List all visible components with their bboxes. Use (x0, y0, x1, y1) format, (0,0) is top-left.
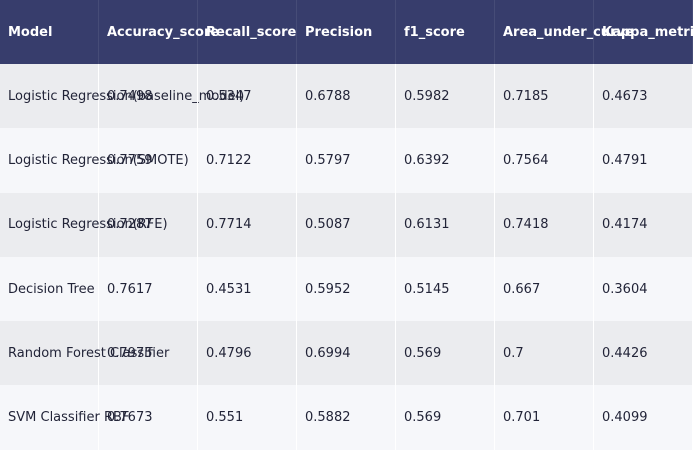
table-row: Random Forest Classifier 0.7975 0.4796 0… (0, 321, 693, 386)
cell-f1: 0.5145 (396, 256, 495, 322)
cell-model: SVM Classifier RBF (0, 385, 129, 450)
cell-f1: 0.6131 (396, 192, 495, 257)
cell-f1: 0.569 (396, 321, 495, 386)
cell-auc: 0.7564 (495, 128, 594, 193)
table-row: Decision Tree 0.7617 0.4531 0.5952 0.514… (0, 256, 693, 322)
cell-accuracy: 0.7498 (99, 64, 198, 129)
cell-kappa: 0.4099 (594, 385, 693, 450)
table-header-row: Model Accuracy_score Recall_score Precis… (0, 0, 700, 64)
cell-model: Decision Tree (0, 256, 99, 322)
cell-precision: 0.5087 (297, 192, 396, 257)
cell-recall: 0.7122 (198, 128, 297, 193)
cell-recall: 0.4531 (198, 256, 297, 322)
header-precision[interactable]: Precision (297, 0, 396, 64)
table-row: Logistic Regression(SMOTE) 0.7759 0.7122… (0, 128, 693, 193)
cell-accuracy: 0.7759 (99, 128, 198, 193)
cell-precision: 0.6788 (297, 64, 396, 129)
cell-accuracy: 0.7287 (99, 192, 198, 257)
cell-precision: 0.6994 (297, 321, 396, 386)
header-auc[interactable]: Area_under_curve (495, 0, 634, 64)
cell-auc: 0.7185 (495, 64, 594, 129)
table-row: Logistic Regression(RFE) 0.7287 0.7714 0… (0, 192, 693, 257)
header-accuracy[interactable]: Accuracy_score (99, 0, 219, 64)
cell-kappa: 0.4673 (594, 64, 693, 129)
cell-precision: 0.5797 (297, 128, 396, 193)
cell-model: Logistic Regression(baseline_model) (0, 64, 244, 129)
cell-auc: 0.667 (495, 256, 594, 322)
header-kappa[interactable]: Kappa_metric (594, 0, 700, 64)
cell-f1: 0.5982 (396, 64, 495, 129)
cell-f1: 0.569 (396, 385, 495, 450)
cell-auc: 0.7 (495, 321, 594, 386)
cell-model: Logistic Regression(SMOTE) (0, 128, 189, 193)
cell-kappa: 0.4174 (594, 192, 693, 257)
cell-kappa: 0.4791 (594, 128, 693, 193)
cell-accuracy: 0.7673 (99, 385, 198, 450)
cell-model: Random Forest Classifier (0, 321, 169, 386)
header-recall[interactable]: Recall_score (198, 0, 297, 64)
cell-recall: 0.7714 (198, 192, 297, 257)
cell-precision: 0.5882 (297, 385, 396, 450)
header-f1[interactable]: f1_score (396, 0, 495, 64)
cell-f1: 0.6392 (396, 128, 495, 193)
cell-recall: 0.4796 (198, 321, 297, 386)
cell-recall: 0.5347 (198, 64, 297, 129)
table-row: Logistic Regression(baseline_model) 0.74… (0, 64, 693, 129)
cell-auc: 0.7418 (495, 192, 594, 257)
cell-recall: 0.551 (198, 385, 297, 450)
cell-kappa: 0.3604 (594, 256, 693, 322)
cell-precision: 0.5952 (297, 256, 396, 322)
cell-accuracy: 0.7617 (99, 256, 198, 322)
table-row: SVM Classifier RBF 0.7673 0.551 0.5882 0… (0, 385, 693, 450)
header-model[interactable]: Model (0, 0, 99, 64)
cell-accuracy: 0.7975 (99, 321, 198, 386)
cell-kappa: 0.4426 (594, 321, 693, 386)
cell-auc: 0.701 (495, 385, 594, 450)
cell-model: Logistic Regression(RFE) (0, 192, 168, 257)
